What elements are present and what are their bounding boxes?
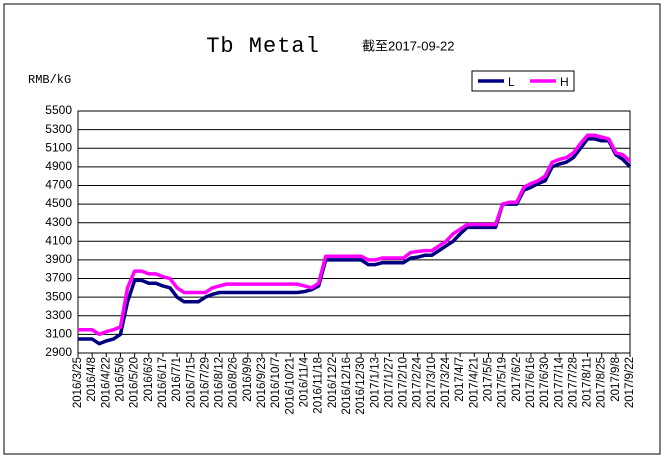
x-tick-label: 2017/4/7 [454, 357, 466, 402]
y-tick-label: 4300 [45, 215, 72, 229]
x-tick-label: 2016/8/26 [228, 357, 240, 408]
y-tick-label: 5300 [45, 122, 72, 136]
x-tick-label: 2017/3/10 [426, 357, 438, 408]
plot-border [77, 110, 631, 354]
x-tick-label: 2017/1/27 [383, 357, 395, 408]
x-tick-label: 2017/3/24 [440, 356, 452, 408]
x-tick-label: 2017/5/19 [497, 357, 509, 408]
x-tick-label: 2017/8/11 [582, 357, 594, 407]
x-tick-label: 2017/5/5 [482, 357, 494, 402]
x-tick-label: 2017/4/21 [468, 357, 480, 408]
x-tick-label: 2017/6/16 [525, 357, 537, 408]
y-tick-label: 3900 [45, 252, 72, 266]
y-tick-label: 3700 [45, 271, 72, 285]
y-tick-label: 4100 [45, 233, 72, 247]
y-tick-label: 5500 [45, 103, 72, 117]
x-tick-label: 2017/1/13 [369, 357, 381, 408]
y-tick-label: 5100 [45, 140, 72, 154]
y-tick-label: 3100 [45, 327, 72, 341]
x-tick-label: 2016/4/8 [86, 357, 98, 402]
x-tick-label: 2016/5/6 [114, 357, 126, 402]
x-tick-label: 2016/11/4 [298, 356, 310, 407]
x-tick-label: 2016/5/20 [129, 357, 141, 408]
x-tick-label: 2016/7/1 [171, 357, 183, 402]
x-tick-label: 2016/4/22 [100, 357, 112, 408]
x-tick-label: 2016/8/12 [214, 357, 226, 408]
chart-subtitle: 截至2017-09-22 [362, 38, 455, 53]
y-axis-label: RMB/kG [28, 73, 71, 87]
x-tick-label: 2017/9/22 [624, 357, 636, 408]
x-tick-label: 2016/3/25 [72, 357, 84, 408]
x-tick-label: 2016/10/7 [270, 357, 282, 408]
x-tick-label: 2016/12/16 [341, 357, 353, 415]
x-tick-label: 2016/9/9 [242, 357, 254, 402]
x-tick-label: 2016/7/29 [199, 357, 211, 408]
y-tick-label: 4700 [45, 178, 72, 192]
x-tick-label: 2016/6/3 [143, 357, 155, 402]
x-tick-label: 2017/2/24 [412, 356, 424, 408]
series-line [78, 137, 632, 346]
x-tick-label: 2017/9/8 [610, 357, 622, 402]
y-tick-label: 3500 [45, 289, 72, 303]
x-tick-label: 2016/6/17 [157, 357, 169, 408]
legend-label: L [508, 75, 515, 89]
x-tick-label: 2016/11/18 [313, 357, 325, 414]
x-tick-label: 2016/12/30 [355, 357, 367, 415]
chart-title: Tb Metal [206, 34, 320, 59]
y-tick-label: 4500 [45, 196, 72, 210]
x-tick-label: 2016/7/15 [185, 357, 197, 408]
x-tick-label: 2017/6/2 [511, 357, 523, 402]
x-tick-label: 2017/8/25 [596, 357, 608, 408]
series-line [78, 133, 632, 337]
x-tick-label: 2017/7/28 [567, 357, 579, 408]
x-tick-label: 2016/12/2 [327, 357, 339, 408]
x-tick-label: 2017/6/30 [539, 357, 551, 408]
y-tick-label: 3300 [45, 308, 72, 322]
y-tick-label: 4900 [45, 159, 72, 173]
x-tick-label: 2016/9/23 [256, 357, 268, 408]
y-tick-label: 2900 [45, 345, 72, 359]
x-tick-label: 2016/10/21 [284, 357, 296, 415]
x-tick-label: 2017/2/10 [398, 357, 410, 408]
x-tick-label: 2017/7/14 [553, 356, 565, 408]
legend-box [471, 70, 575, 92]
legend-label: H [560, 75, 569, 89]
